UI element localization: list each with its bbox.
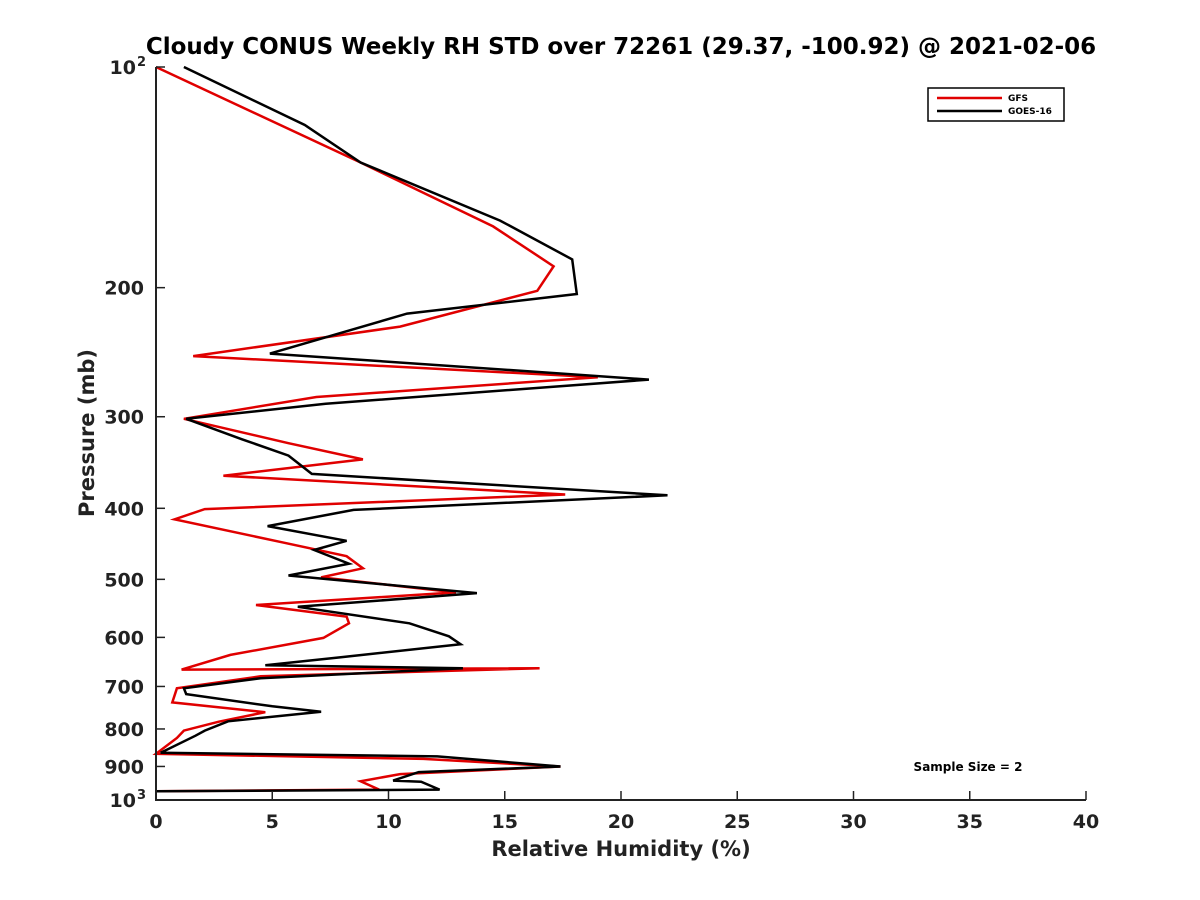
y-axis-label: Pressure (mb): [75, 349, 99, 517]
sample-size-annotation: Sample Size = 2: [914, 760, 1023, 774]
x-tick-label: 15: [492, 811, 518, 833]
chart-title: Cloudy CONUS Weekly RH STD over 72261 (2…: [146, 34, 1096, 60]
y-tick-label: 700: [104, 676, 144, 698]
x-tick-label: 0: [149, 811, 162, 833]
x-axis-label: Relative Humidity (%): [491, 837, 750, 861]
y-tick-label: 900: [104, 756, 144, 778]
y-tick-label: 500: [104, 569, 144, 591]
y-tick-label: 200: [104, 278, 144, 300]
x-tick-label: 30: [840, 811, 866, 833]
x-tick-label: 5: [266, 811, 279, 833]
y-tick-label: 300: [104, 407, 144, 429]
y-tick-label: 400: [104, 498, 144, 520]
x-tick-label: 20: [608, 811, 634, 833]
y-tick-exponent: 3: [137, 788, 146, 803]
y-tick-label: 10: [110, 57, 136, 79]
legend: GFS GOES-16: [927, 87, 1065, 122]
x-ticks: 0 5 10 15 20 25 30 35 40: [149, 791, 1099, 833]
series-line-gfs: [152, 65, 598, 793]
series-line-goes-16: [155, 65, 668, 793]
series-layer: [152, 65, 668, 793]
y-tick-label: 800: [104, 719, 144, 741]
x-tick-label: 25: [724, 811, 750, 833]
y-tick-label: 600: [104, 627, 144, 649]
x-tick-label: 40: [1073, 811, 1099, 833]
x-tick-label: 35: [957, 811, 983, 833]
y-tick-exponent: 2: [137, 55, 146, 70]
legend-label-gfs: GFS: [1008, 94, 1028, 104]
legend-box: [927, 87, 1065, 122]
legend-label-goes-16: GOES-16: [1008, 107, 1052, 117]
y-tick-label: 10: [110, 790, 136, 812]
x-tick-label: 10: [375, 811, 401, 833]
